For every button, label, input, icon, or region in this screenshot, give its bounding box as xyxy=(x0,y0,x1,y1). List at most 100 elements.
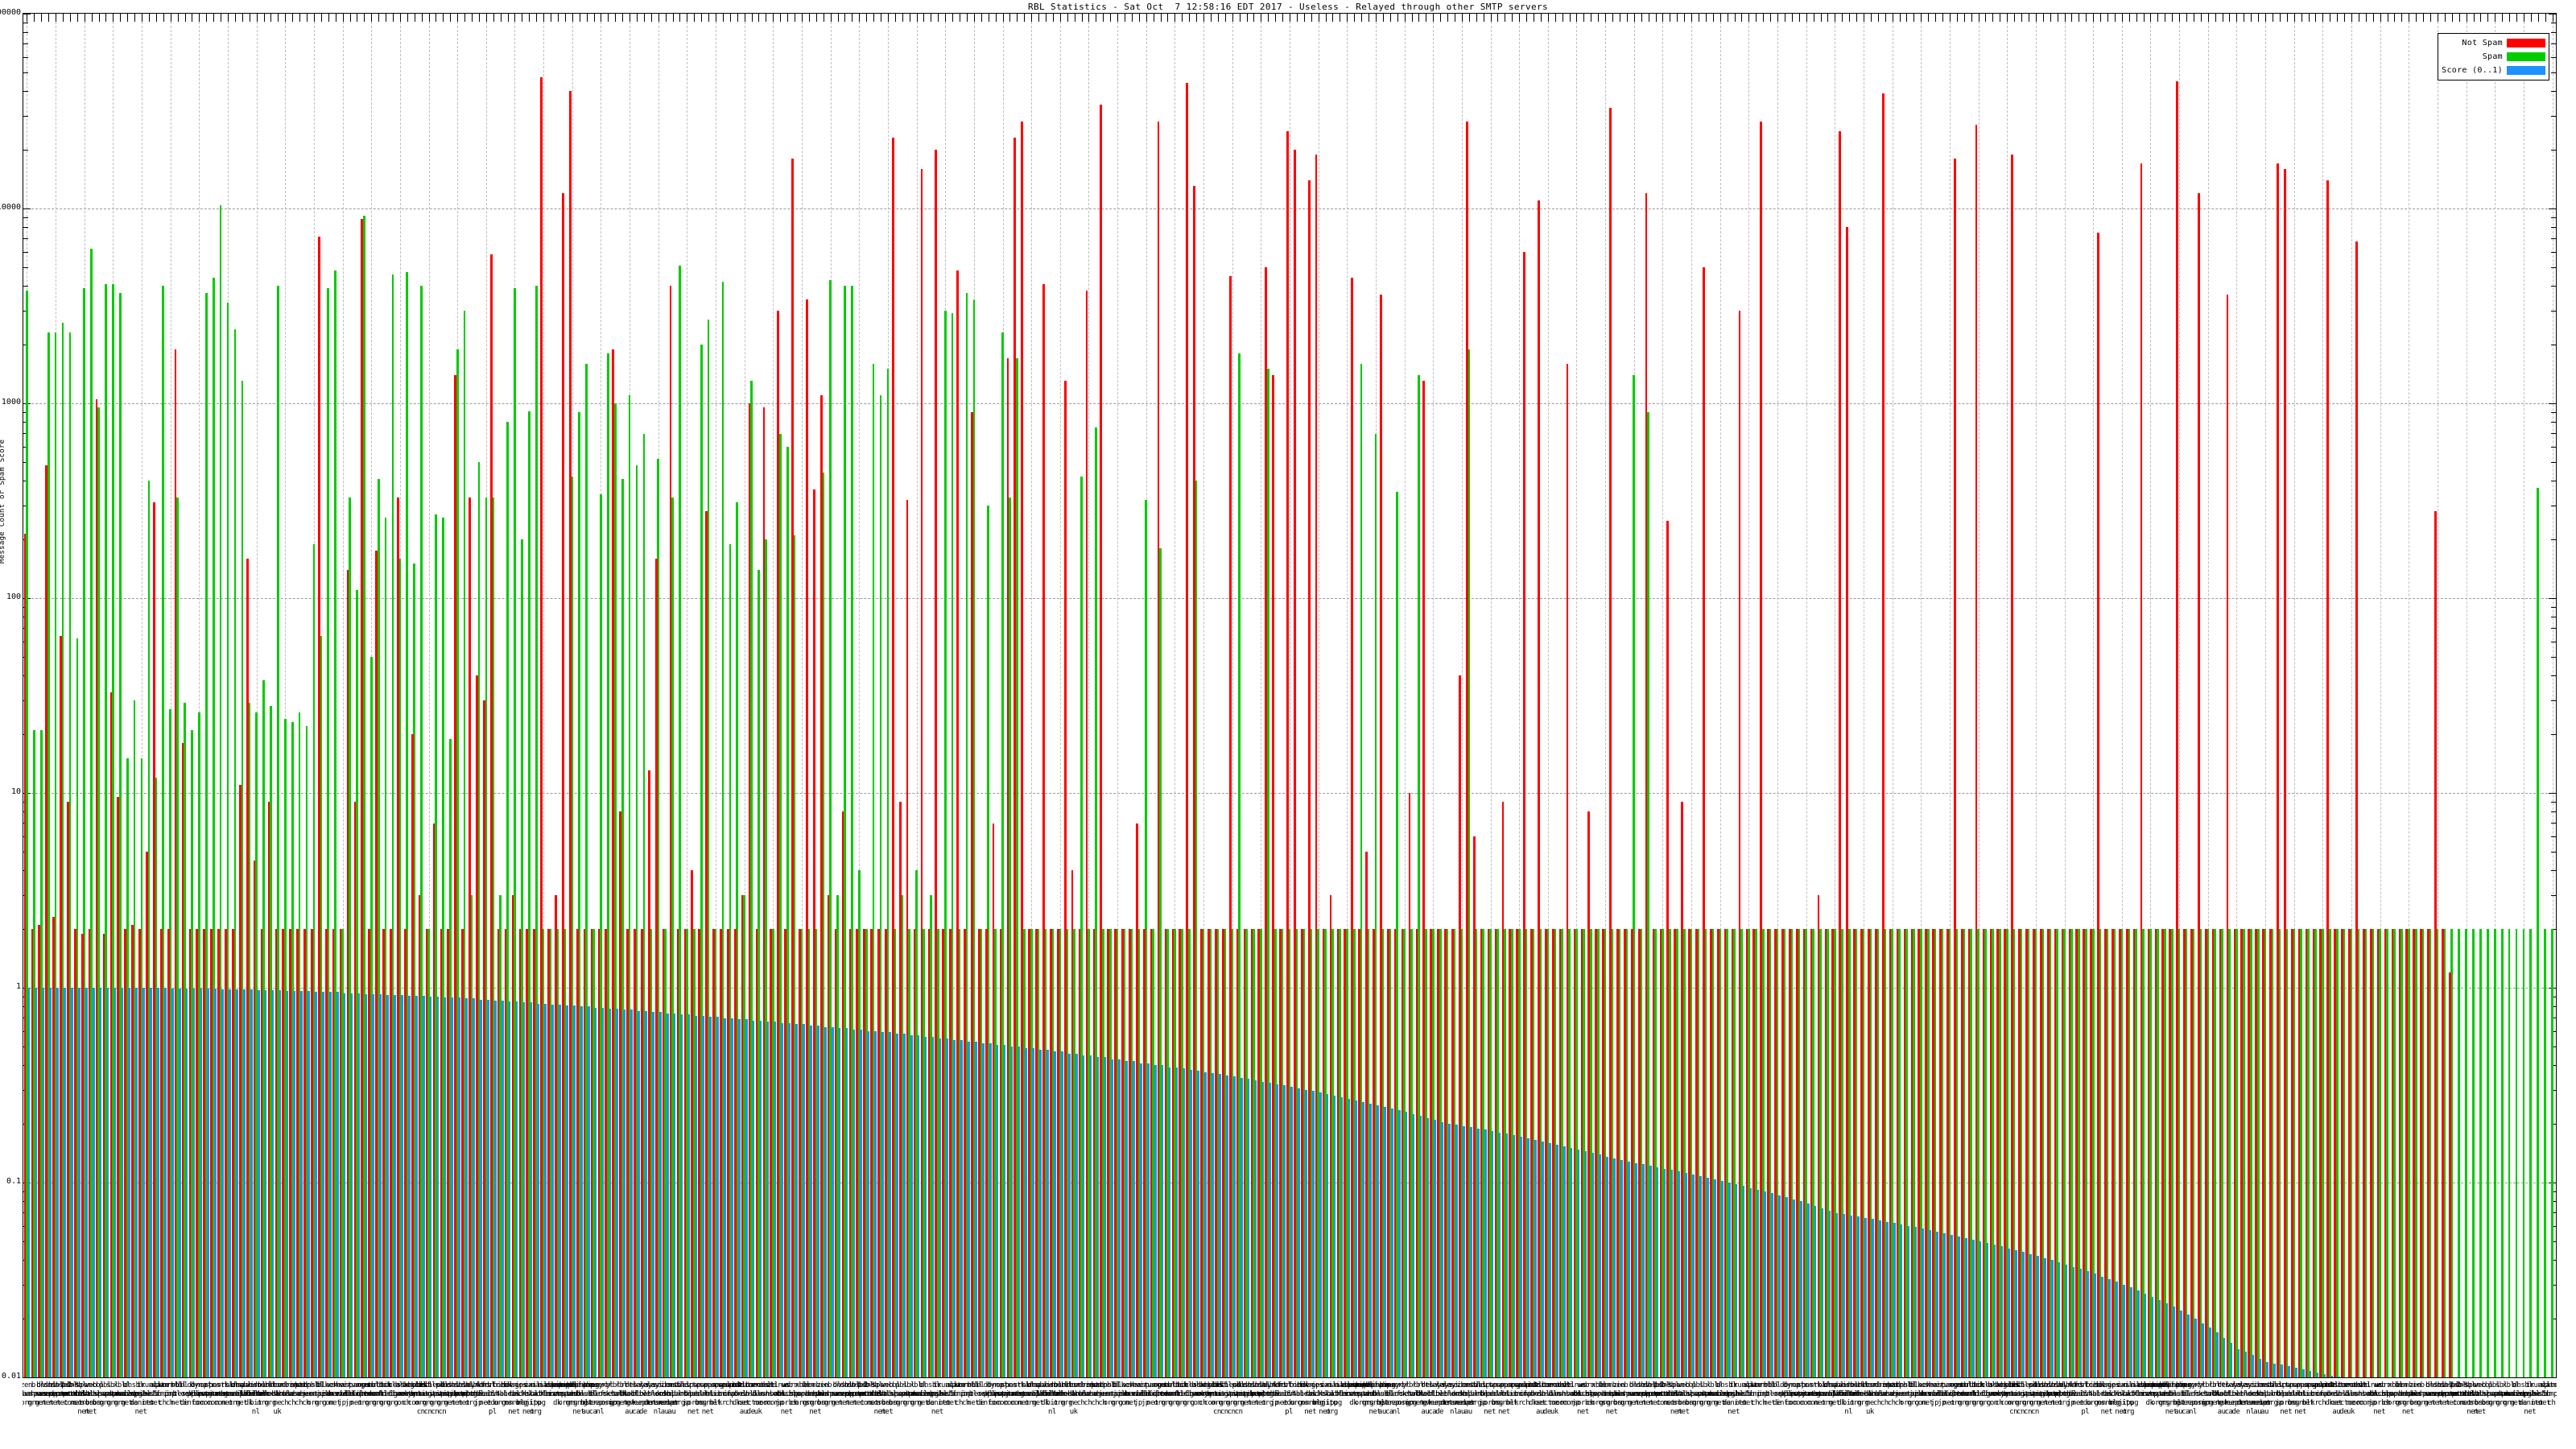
x-axis-tick-label: xbl spamhaus org xyxy=(1700,1381,1733,1407)
bar-spam xyxy=(2214,929,2217,1377)
bar-notspam xyxy=(1609,107,1612,1377)
bar-notspam xyxy=(1092,929,1096,1377)
bar-spam xyxy=(1539,929,1542,1377)
bar-spam xyxy=(1517,929,1521,1377)
x-axis-tick-label: relays bl gweep ca xyxy=(1421,1381,1445,1416)
x-tick-top xyxy=(227,14,229,22)
bar-spam xyxy=(987,505,990,1377)
x-tick-top xyxy=(1354,14,1356,22)
bar-score xyxy=(1850,1215,1853,1377)
bar-spam xyxy=(1080,477,1083,1377)
bar-spam xyxy=(1324,929,1327,1377)
bar-score xyxy=(1491,1130,1494,1377)
bar-score xyxy=(1563,1146,1566,1377)
bar-spam xyxy=(1331,929,1334,1377)
x-tick-top xyxy=(1131,14,1133,22)
x-axis-tick-label: blacklist woody ch xyxy=(1191,1381,1228,1407)
bar-spam xyxy=(865,929,868,1377)
bar-notspam xyxy=(2226,295,2229,1377)
x-tick-top xyxy=(399,14,401,22)
bar-score xyxy=(2136,1290,2140,1377)
bar-spam xyxy=(248,703,251,1377)
bar-score xyxy=(1764,1191,1767,1377)
bar-score xyxy=(881,1032,884,1377)
bar-score xyxy=(1678,1171,1681,1377)
bar-score xyxy=(1261,1081,1265,1377)
bar-spam xyxy=(320,635,323,1377)
x-axis-tick-label: bl blocklist de xyxy=(968,1381,1005,1407)
bar-score xyxy=(408,995,411,1377)
legend-label-not-spam: Not Spam xyxy=(2462,39,2503,47)
bar-spam xyxy=(341,929,344,1377)
bar-spam xyxy=(664,929,667,1377)
x-tick-top xyxy=(2495,14,2496,22)
bar-spam xyxy=(1675,929,1678,1377)
bar-score xyxy=(114,988,117,1377)
bar-spam xyxy=(1840,929,1843,1377)
bar-spam xyxy=(879,394,882,1377)
bar-score xyxy=(1219,1074,1221,1377)
bar-spam xyxy=(1611,929,1614,1377)
y-tick-minor xyxy=(23,461,28,463)
bar-notspam xyxy=(1939,929,1942,1377)
bar-spam xyxy=(1238,353,1241,1377)
x-tick-top xyxy=(773,14,774,22)
bar-score xyxy=(1922,1228,1925,1377)
x-tick-top xyxy=(1361,14,1363,22)
bar-spam xyxy=(1231,929,1234,1377)
x-axis-tick-label: virbl dnsbl bit nl xyxy=(1838,1381,1859,1416)
bar-score xyxy=(1096,1057,1100,1377)
y-tick-minor-right xyxy=(2551,266,2556,268)
x-tick-top xyxy=(1992,14,1994,22)
bar-score xyxy=(1463,1125,1465,1377)
x-axis-tick-label: probes dnsbl net au xyxy=(574,1381,599,1416)
x-axis-tick-label: spam spamrats com xyxy=(201,1381,233,1407)
bar-score xyxy=(1749,1187,1752,1377)
bar-spam xyxy=(1009,497,1011,1377)
bar-spam xyxy=(2013,929,2016,1377)
bar-notspam xyxy=(1853,929,1856,1377)
grid-line-vertical xyxy=(1031,14,1033,1377)
bar-score xyxy=(1735,1184,1738,1377)
bar-notspam xyxy=(1021,121,1024,1377)
x-axis-tick-label: all s5h net xyxy=(945,1381,958,1407)
bar-notspam xyxy=(2147,929,2150,1377)
bar-score xyxy=(128,988,131,1377)
x-tick-top xyxy=(564,14,566,22)
bar-notspam xyxy=(1444,929,1447,1377)
legend-swatch-score xyxy=(2507,66,2545,75)
bar-score xyxy=(436,997,440,1377)
bar-spam xyxy=(1152,929,1155,1377)
bar-spam xyxy=(1733,929,1736,1377)
bar-notspam xyxy=(109,691,113,1377)
y-tick-major-right xyxy=(2549,598,2556,599)
bar-notspam xyxy=(382,929,385,1377)
x-axis-tick-label: virus rbl jp xyxy=(769,1381,790,1407)
x-axis-tick-label: spamguard leadmon net xyxy=(1500,1381,1536,1407)
x-axis-tick-label: phishing rbl msrbl net xyxy=(1363,1381,1396,1416)
bar-score xyxy=(1742,1186,1745,1377)
bar-score xyxy=(350,993,353,1377)
y-tick-minor-right xyxy=(2551,91,2556,93)
bar-score xyxy=(185,989,188,1377)
x-axis-tick-label: hil habeas com xyxy=(1291,1381,1316,1407)
x-axis-tick-label: probes dnsbl net au xyxy=(2167,1381,2191,1416)
bar-score xyxy=(1397,1110,1401,1377)
bar-score xyxy=(2108,1278,2111,1377)
bar-notspam xyxy=(2297,929,2301,1377)
bar-spam xyxy=(1998,929,2001,1377)
y-axis-tick-label: 1 xyxy=(15,982,21,991)
bar-notspam xyxy=(1344,929,1347,1377)
bar-score xyxy=(924,1036,927,1377)
bar-spam xyxy=(1776,929,1779,1377)
bar-spam xyxy=(1992,929,1994,1377)
y-tick-minor xyxy=(23,72,28,73)
bar-notspam xyxy=(346,569,349,1377)
bar-score xyxy=(2029,1253,2032,1377)
bar-spam xyxy=(2551,929,2553,1377)
bar-notspam xyxy=(2190,929,2193,1377)
x-axis-tick-label: spamsources fabel dk xyxy=(1830,1381,1874,1407)
bar-spam xyxy=(894,929,897,1377)
bar-notspam xyxy=(1315,154,1318,1377)
bar-score xyxy=(1979,1241,1982,1377)
